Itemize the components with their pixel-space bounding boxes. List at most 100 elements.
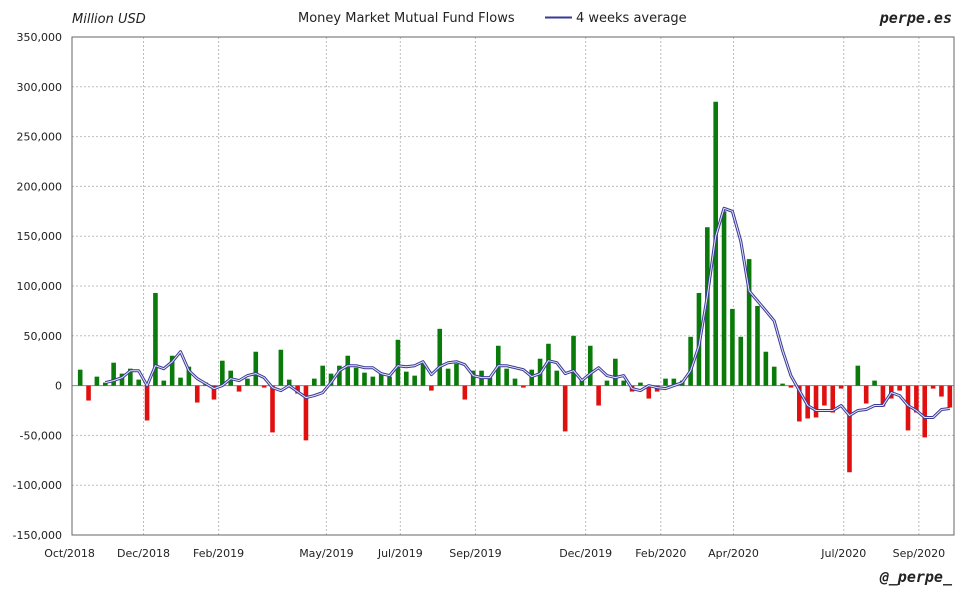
flow-bar bbox=[721, 211, 727, 386]
flow-bar bbox=[153, 292, 158, 386]
y-tick-label: 0 bbox=[55, 380, 62, 393]
flow-bar bbox=[797, 385, 802, 422]
flow-bar bbox=[897, 385, 902, 391]
flow-bar bbox=[947, 385, 953, 408]
flow-bar bbox=[94, 376, 100, 386]
flow-bar bbox=[705, 227, 710, 386]
flow-bar bbox=[596, 385, 601, 406]
flow-bar bbox=[312, 378, 317, 386]
flow-bar bbox=[261, 385, 267, 388]
flow-bar bbox=[128, 368, 133, 386]
flow-bar bbox=[905, 385, 911, 431]
flow-bar bbox=[119, 373, 125, 386]
flow-bar bbox=[412, 375, 417, 386]
flow-bar bbox=[822, 385, 827, 406]
flow-bar bbox=[855, 365, 861, 386]
flow-bar bbox=[663, 378, 668, 386]
flow-bar bbox=[278, 349, 284, 386]
flow-bar bbox=[872, 380, 877, 386]
legend: 4 weeks average bbox=[545, 11, 687, 26]
flow-bar bbox=[763, 351, 769, 386]
flow-bar bbox=[194, 385, 200, 403]
y-tick-label: -150,000 bbox=[13, 529, 62, 542]
flow-bar bbox=[362, 372, 367, 386]
flow-bar bbox=[939, 385, 944, 397]
y-tick-label: -100,000 bbox=[13, 479, 62, 492]
flow-bar bbox=[512, 378, 518, 386]
flow-bar bbox=[788, 385, 794, 388]
x-tick-label: Sep/2020 bbox=[893, 547, 945, 560]
x-tick-label: May/2019 bbox=[299, 547, 353, 560]
x-tick-label: Feb/2020 bbox=[635, 547, 686, 560]
x-tick-label: Apr/2020 bbox=[708, 547, 759, 560]
y-tick-label: 100,000 bbox=[17, 280, 63, 293]
flow-bar bbox=[211, 385, 217, 400]
flow-bar bbox=[671, 378, 677, 386]
chart-title: Money Market Mutual Fund Flows bbox=[298, 11, 515, 26]
average-line-group bbox=[104, 206, 950, 419]
flow-bar bbox=[462, 385, 468, 400]
y-tick-label: -50,000 bbox=[20, 429, 62, 442]
flow-bar bbox=[838, 385, 844, 389]
axes: 350,000 300,000 250,000 200,000 150,000 100,0… bbox=[13, 31, 955, 560]
flow-bar bbox=[521, 385, 526, 388]
flow-bar bbox=[245, 378, 250, 386]
x-tick-label: Dec/2018 bbox=[117, 547, 170, 560]
flow-bar bbox=[880, 385, 886, 407]
flow-bar bbox=[546, 343, 551, 386]
flow-bar bbox=[688, 336, 693, 386]
flow-bar bbox=[270, 385, 275, 433]
flow-bar bbox=[144, 385, 150, 421]
flow-bar bbox=[454, 363, 459, 386]
flow-bar bbox=[403, 371, 409, 386]
y-tick-label: 350,000 bbox=[17, 31, 63, 44]
x-tick-label: Feb/2019 bbox=[193, 547, 244, 560]
x-tick-label: Dec/2019 bbox=[559, 547, 612, 560]
gridlines bbox=[72, 36, 954, 536]
average-line-inner bbox=[105, 207, 950, 418]
flow-bar bbox=[922, 385, 928, 438]
flow-bar bbox=[571, 335, 576, 386]
flow-bar bbox=[445, 368, 451, 386]
flow-bar bbox=[579, 380, 585, 386]
flow-bar bbox=[286, 379, 292, 386]
flow-bar bbox=[328, 373, 334, 386]
flow-bar bbox=[320, 365, 325, 386]
bars bbox=[77, 101, 953, 473]
flow-bar bbox=[830, 385, 836, 413]
flow-bar bbox=[738, 336, 744, 386]
flow-bar bbox=[378, 373, 384, 386]
flow-bar bbox=[429, 385, 434, 391]
flow-bar bbox=[914, 385, 919, 413]
flow-bar bbox=[169, 355, 175, 386]
flow-bar bbox=[220, 360, 225, 386]
flow-bar bbox=[554, 370, 560, 386]
flow-bar bbox=[487, 377, 493, 386]
flow-bar bbox=[470, 370, 476, 386]
brand-bottom: @_perpe_ bbox=[879, 568, 953, 586]
flow-bar bbox=[437, 328, 443, 386]
flow-bar bbox=[587, 345, 593, 386]
flow-bar bbox=[186, 366, 192, 386]
flow-bar bbox=[295, 385, 300, 394]
flow-bar bbox=[370, 376, 376, 386]
flow-bar bbox=[646, 385, 652, 399]
flow-bar bbox=[562, 385, 568, 432]
flow-bar bbox=[345, 355, 351, 386]
y-tick-label: 150,000 bbox=[17, 230, 63, 243]
flow-bar bbox=[863, 385, 869, 404]
flow-bar bbox=[755, 305, 760, 386]
flow-bar bbox=[771, 366, 777, 386]
flow-bar bbox=[746, 259, 752, 386]
flow-bar bbox=[847, 385, 852, 473]
flow-bar bbox=[621, 380, 627, 386]
flow-bar bbox=[395, 339, 401, 386]
flow-bar bbox=[161, 380, 167, 386]
flow-bar bbox=[780, 383, 785, 386]
flow-bar bbox=[111, 362, 116, 386]
x-tick-label: Jul/2020 bbox=[820, 547, 866, 560]
flow-bar bbox=[236, 385, 242, 392]
flow-bar bbox=[805, 385, 810, 419]
